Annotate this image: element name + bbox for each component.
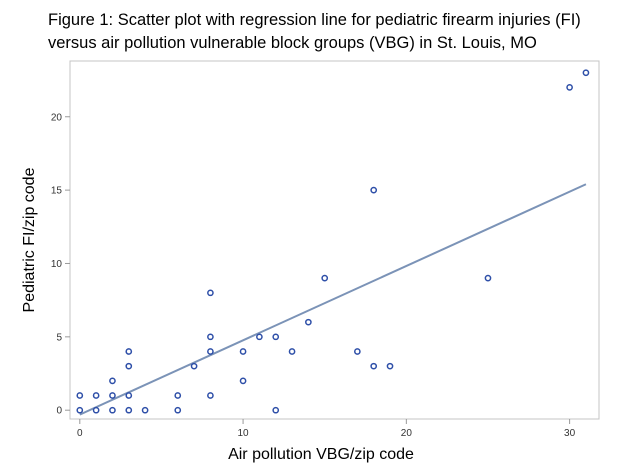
data-point — [207, 333, 214, 341]
x-tick-label: 0 — [77, 428, 83, 439]
x-tick-label: 20 — [401, 428, 413, 439]
data-points — [76, 69, 590, 414]
data-point — [321, 274, 329, 282]
data-point — [288, 348, 296, 355]
data-point — [305, 318, 312, 326]
data-point — [207, 392, 214, 399]
y-tick-label: 5 — [56, 332, 62, 343]
data-point — [239, 377, 247, 385]
chart-title-line-1: Figure 1: Scatter plot with regression l… — [48, 11, 581, 29]
chart-title: Figure 1: Scatter plot with regression l… — [48, 9, 618, 55]
data-point — [174, 406, 182, 414]
regression-line — [79, 183, 587, 416]
plot-frame — [69, 60, 600, 420]
data-point — [76, 406, 84, 414]
data-point — [92, 406, 100, 414]
data-point — [125, 348, 133, 355]
data-point — [256, 333, 263, 341]
data-point — [92, 392, 100, 399]
x-tick-label: 10 — [238, 428, 250, 439]
y-axis-ticks: 0 5 10 15 20 — [51, 112, 70, 417]
data-point — [141, 406, 149, 414]
x-axis-label: Air pollution VBG/zip code — [228, 446, 414, 463]
data-point — [354, 348, 361, 355]
y-tick-label: 15 — [51, 186, 63, 197]
chart-title-line-2: versus air pollution vulnerable block gr… — [48, 34, 537, 52]
data-point — [125, 362, 133, 370]
data-point — [207, 348, 214, 355]
data-point — [125, 392, 133, 399]
data-point — [582, 69, 590, 77]
data-point — [484, 274, 492, 282]
data-point — [566, 84, 573, 91]
data-point — [76, 392, 84, 399]
data-point — [207, 289, 214, 297]
x-tick-label: 30 — [564, 428, 576, 439]
data-point — [109, 392, 116, 399]
y-tick-label: 10 — [51, 259, 63, 270]
y-axis-label: Pediatric FI/zip code — [21, 167, 38, 312]
data-point — [109, 377, 116, 385]
regression-line-group — [79, 183, 587, 416]
y-tick-label: 20 — [51, 112, 63, 123]
data-point — [386, 362, 394, 370]
data-point — [125, 406, 133, 414]
data-point — [174, 392, 182, 399]
data-point — [370, 362, 378, 370]
data-point — [109, 406, 116, 414]
y-tick-label: 0 — [56, 406, 62, 417]
data-point — [272, 333, 280, 341]
x-axis-ticks: 0 10 20 30 — [77, 419, 576, 439]
data-point — [370, 186, 378, 194]
data-point — [272, 406, 280, 414]
data-point — [239, 348, 247, 355]
data-point — [190, 362, 198, 370]
